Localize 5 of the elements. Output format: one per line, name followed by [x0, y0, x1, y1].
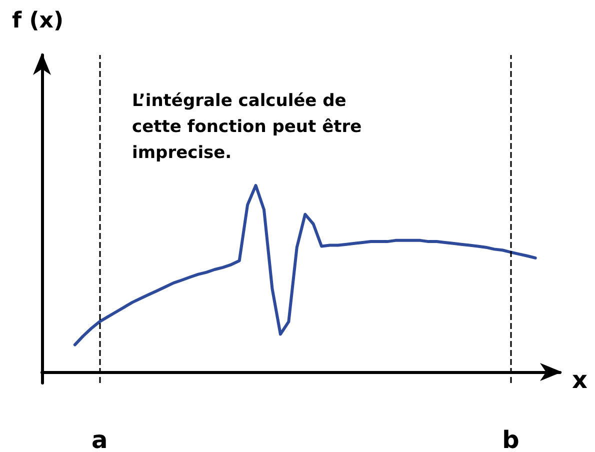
x-tick-label: a: [91, 426, 108, 452]
x-tick-label: b: [502, 426, 520, 452]
x-axis-title: x: [572, 366, 588, 394]
text: L’intégrale calculée de cette fonction peut être imprecise.: [132, 91, 362, 163]
text: f (x): [12, 8, 64, 34]
